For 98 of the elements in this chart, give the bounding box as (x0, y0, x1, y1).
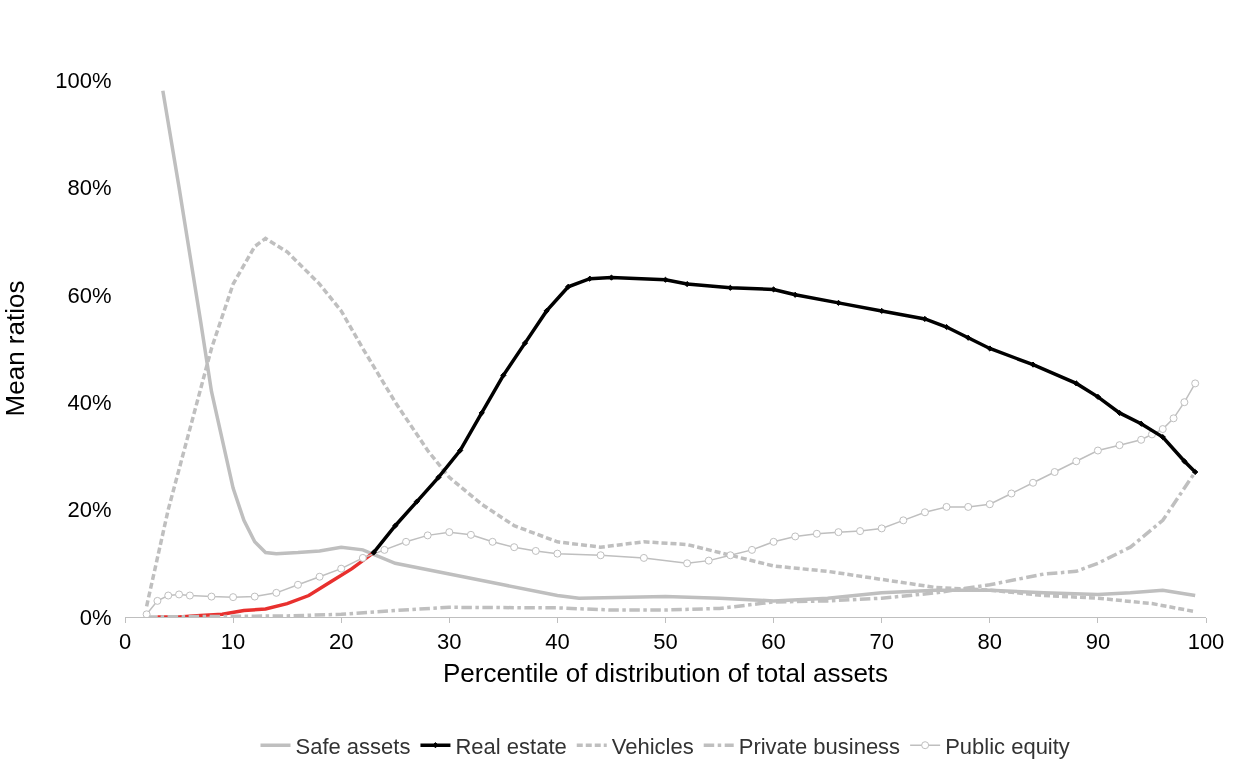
x-tick-label: 20 (328, 629, 354, 655)
point (358, 553, 367, 562)
point (596, 551, 605, 560)
point (337, 564, 346, 573)
point (380, 545, 389, 554)
legend-label: Real estate (455, 733, 567, 759)
point (175, 590, 184, 599)
x-tick-label: 30 (437, 629, 462, 655)
y-tick-label: 40% (67, 389, 112, 415)
point (704, 556, 713, 565)
x-tick-label: 70 (869, 629, 894, 655)
point (423, 531, 432, 540)
point (985, 500, 994, 509)
point (229, 593, 238, 602)
point (185, 591, 194, 600)
point (727, 284, 734, 291)
point (812, 529, 821, 538)
point (1192, 468, 1199, 476)
x-tick-label: 10 (220, 629, 246, 655)
point (1072, 457, 1081, 466)
point (1191, 379, 1200, 388)
point (769, 537, 778, 546)
point (834, 528, 843, 537)
point (1169, 414, 1178, 423)
point (392, 522, 399, 529)
point (1029, 361, 1037, 368)
point (942, 502, 951, 511)
x-tick-label: 90 (1085, 629, 1111, 655)
x-axis-title: Percentile of distribution of total assets (442, 658, 889, 689)
point (370, 549, 377, 556)
point (293, 580, 302, 589)
point (639, 553, 648, 562)
point (402, 537, 411, 546)
point (315, 572, 324, 581)
point (586, 275, 593, 282)
point (207, 592, 216, 601)
x-tick-label: 60 (761, 629, 786, 655)
point (920, 508, 929, 517)
point (164, 591, 173, 600)
point (1050, 468, 1059, 477)
point (1159, 434, 1166, 441)
y-tick-label: 60% (67, 282, 112, 308)
point (478, 409, 485, 417)
point (1137, 435, 1146, 444)
x-tick-label: 40 (545, 629, 570, 655)
point (1158, 425, 1167, 434)
point (1073, 380, 1080, 387)
y-tick-label: 80% (67, 175, 112, 201)
point (413, 498, 420, 505)
point (1093, 446, 1102, 455)
y-tick-label: 20% (67, 497, 112, 523)
point (856, 527, 865, 536)
point (500, 372, 507, 379)
point (877, 524, 886, 533)
point (899, 516, 908, 525)
y-tick-label: 0% (79, 604, 112, 630)
point (1115, 441, 1124, 450)
x-tick-label: 0 (118, 629, 132, 655)
point (553, 549, 562, 558)
point (142, 610, 151, 617)
point (488, 537, 497, 546)
point (521, 340, 529, 347)
point (153, 596, 162, 605)
point (965, 334, 972, 341)
line-series (155, 550, 376, 617)
legend-label: Safe assets (295, 733, 411, 759)
point (791, 532, 800, 541)
point (466, 530, 475, 539)
point (1116, 409, 1123, 417)
point (1094, 393, 1101, 400)
x-tick-label: 50 (653, 629, 678, 655)
legend-label: Public equity (945, 733, 1070, 759)
point (531, 546, 540, 555)
point (964, 502, 973, 511)
legend-label: Vehicles (611, 733, 694, 759)
point (543, 307, 550, 315)
point (445, 528, 454, 537)
point (1181, 458, 1188, 465)
point (683, 559, 692, 568)
point (1138, 420, 1145, 427)
point (1180, 398, 1189, 407)
legend-label: Private business (738, 733, 901, 759)
point (457, 447, 464, 454)
x-tick-label: 100 (1187, 629, 1225, 655)
point (986, 345, 993, 352)
point (250, 592, 259, 601)
y-tick-label: 100% (55, 67, 112, 93)
point (435, 474, 442, 481)
point (565, 283, 572, 290)
point (747, 545, 756, 554)
point (510, 543, 519, 552)
point (1007, 489, 1016, 498)
point (1029, 478, 1038, 487)
point (726, 551, 735, 560)
x-tick-label: 80 (977, 629, 1003, 655)
point (272, 588, 281, 597)
y-axis-title: Mean ratios (0, 280, 30, 417)
point (943, 323, 950, 331)
